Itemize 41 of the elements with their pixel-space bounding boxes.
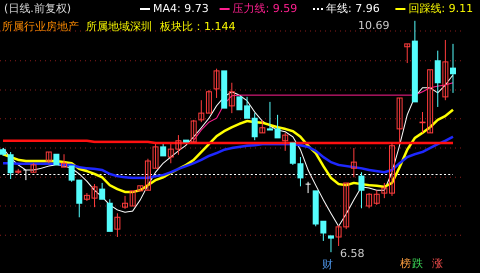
candlestick: [8, 151, 14, 180]
annotation: 6.58: [340, 247, 364, 260]
annotation: 10.69: [358, 19, 390, 32]
candlestick: [99, 182, 106, 200]
candlestick: [30, 162, 37, 173]
candlestick: [53, 154, 60, 166]
annotation: 财: [322, 258, 333, 271]
annotation: (日线.前复权): [4, 2, 72, 15]
candlestick: [434, 50, 441, 108]
legend-label: 压力线: 9.59: [232, 2, 298, 15]
candlestick: [290, 142, 296, 166]
annotation: 所属行业房地产: [2, 20, 79, 33]
candlestick: [350, 148, 357, 178]
legend-label: MA4: 9.73: [153, 2, 209, 15]
candlestick: [320, 220, 326, 242]
candlestick: [160, 144, 166, 156]
candlestick: [259, 119, 266, 134]
candlestick: [190, 119, 197, 142]
candlestick: [68, 166, 75, 182]
annotation: 所属地域深圳: [86, 20, 152, 33]
candlestick: [228, 82, 235, 114]
candlestick: [76, 180, 82, 218]
annotation: 涨: [432, 257, 443, 270]
legend-label: 回踩线: 9.11: [408, 2, 474, 15]
annotation: 板块比：1.144: [159, 20, 236, 33]
candlestick: [305, 181, 312, 194]
candlestick: [442, 39, 448, 101]
candlestick: [404, 43, 410, 64]
candlestick: [282, 132, 288, 152]
candlestick: [46, 151, 52, 164]
legend-label: 年线: 7.96: [326, 2, 380, 15]
candlestick: [358, 172, 364, 209]
candlestick: [61, 154, 68, 168]
candlestick: [114, 212, 120, 238]
annotation: 跌: [412, 257, 423, 270]
candlestick: [450, 43, 456, 94]
candlestick: [297, 156, 304, 187]
candlestick: [396, 97, 403, 142]
candlestick: [328, 235, 334, 253]
annotation: 榜: [400, 257, 411, 270]
candlestick: [214, 68, 220, 98]
